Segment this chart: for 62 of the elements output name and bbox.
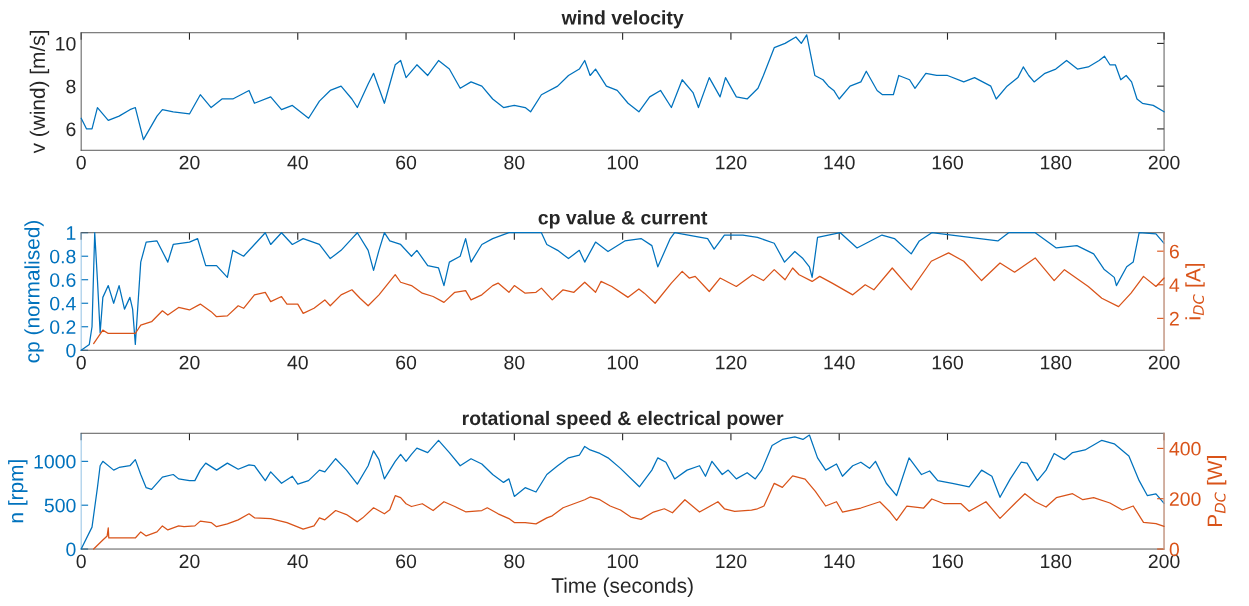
- y2-tick-label: 4: [1169, 278, 1180, 292]
- x-tick-label: 180: [1041, 155, 1072, 170]
- x-tick-label: 40: [287, 355, 308, 370]
- y-tick-label: 0: [66, 542, 76, 557]
- x-tick-label: 0: [76, 355, 86, 370]
- x-tick-label: 120: [716, 554, 747, 569]
- x-tick-label: 120: [716, 355, 747, 370]
- x-tick-label: 100: [607, 355, 639, 370]
- chart-title: cp value & current: [538, 210, 708, 229]
- y2-tick-label: 6: [1169, 244, 1179, 259]
- x-tick-label: 20: [179, 355, 200, 370]
- y-axis-title: v (wind) [m/s]: [29, 31, 50, 154]
- x-tick-label: 60: [396, 355, 417, 370]
- y-tick-label: 0.6: [50, 273, 76, 287]
- x-tick-label: 0: [76, 155, 86, 170]
- x-tick-label: 140: [824, 155, 855, 170]
- y2-tick-label: 2: [1169, 311, 1179, 326]
- y-tick-label: 1: [66, 226, 76, 240]
- y-tick-label: 1000: [34, 454, 76, 469]
- x-tick-label: 40: [287, 155, 308, 170]
- x-tick-label: 120: [716, 155, 747, 170]
- x-tick-label: 100: [607, 554, 639, 569]
- y-tick-label: 8: [66, 79, 76, 94]
- x-tick-label: 200: [1148, 355, 1180, 370]
- line-series: [80, 232, 1165, 351]
- chart-title: rotational speed & electrical power: [462, 410, 784, 429]
- chart-title: wind velocity: [561, 10, 684, 29]
- x-tick-label: 20: [179, 155, 200, 170]
- x-tick-label: 80: [504, 554, 525, 569]
- line-series: [80, 434, 1165, 550]
- x-tick-label: 80: [504, 155, 525, 170]
- x-tick-label: 60: [396, 155, 417, 170]
- y-axis-title: cp (normalised): [24, 220, 44, 363]
- y-axis-title: n [rpm]: [8, 460, 28, 523]
- y2-axis-title: P$_{DC}$ [W]: [1206, 456, 1227, 527]
- y2-tick-label: 200: [1169, 492, 1201, 506]
- x-tick-label: 40: [287, 554, 308, 569]
- x-tick-label: 140: [824, 355, 855, 370]
- x-tick-label: 200: [1148, 155, 1180, 170]
- x-tick-label: 60: [396, 554, 417, 569]
- x-tick-label: 0: [76, 554, 86, 569]
- x-tick-label: 180: [1041, 355, 1072, 370]
- y-tick-label: 10: [56, 36, 76, 51]
- x-tick-label: 160: [932, 155, 963, 170]
- y-tick-label: 0.2: [50, 320, 76, 334]
- x-tick-label: 160: [932, 554, 963, 569]
- y-tick-label: 0.8: [50, 249, 76, 264]
- x-tick-label: 80: [504, 355, 525, 370]
- y-tick-label: 500: [44, 498, 76, 513]
- x-tick-label: 180: [1041, 554, 1072, 569]
- y2-axis-title: i$_{DC}$ [A]: [1185, 263, 1205, 320]
- x-tick-label: 160: [932, 355, 963, 370]
- x-axis-title: Time (seconds): [551, 577, 693, 597]
- x-tick-label: 140: [824, 554, 855, 569]
- y2-tick-label: 400: [1169, 441, 1201, 456]
- x-tick-label: 100: [607, 155, 639, 170]
- line-series: [93, 252, 1165, 345]
- y-tick-label: 6: [66, 122, 76, 137]
- line-series: [93, 475, 1165, 550]
- y-tick-label: 0: [66, 343, 76, 358]
- y-tick-label: 0.4: [50, 296, 76, 311]
- x-tick-label: 20: [179, 554, 200, 569]
